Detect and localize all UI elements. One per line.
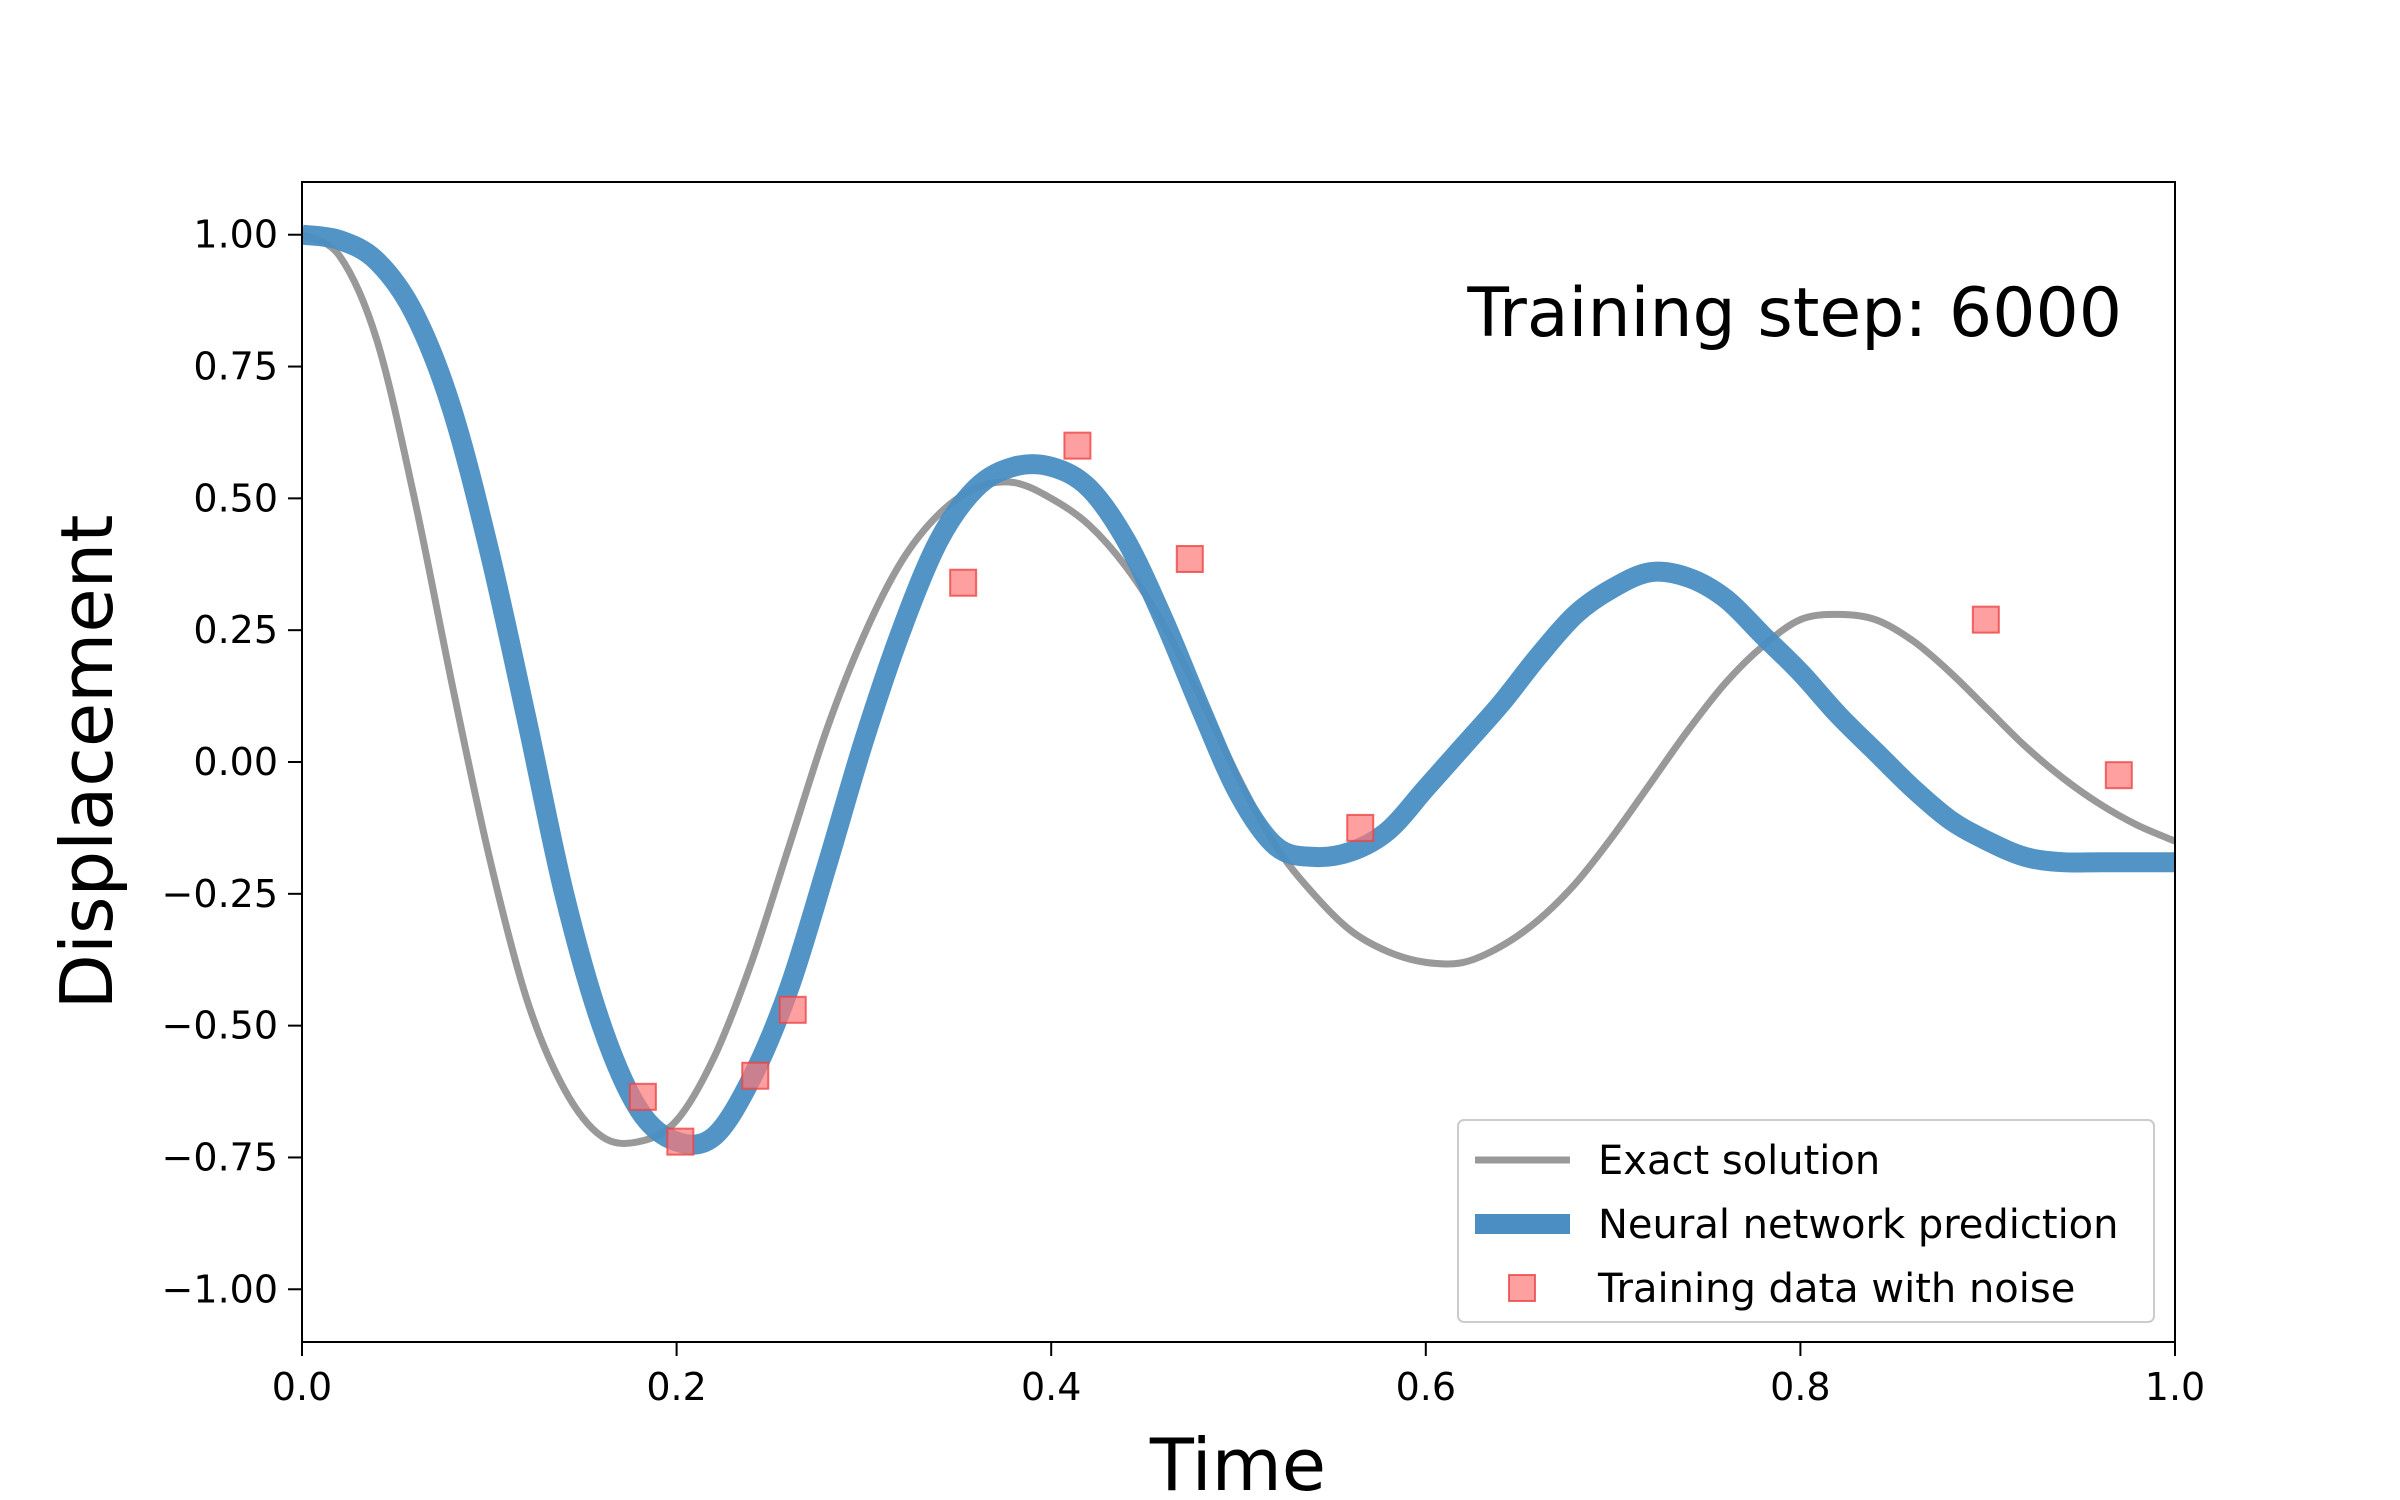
- x-axis: 0.0 0.2 0.4 0.6 0.8 1.0: [272, 1342, 2205, 1409]
- y-tick-label: 0.00: [193, 740, 278, 784]
- legend: Exact solution Neural network prediction T…: [1457, 1119, 2155, 1323]
- training-data-point: [1346, 813, 1375, 842]
- training-data-point: [1175, 545, 1204, 573]
- training-data-point: [1063, 431, 1092, 460]
- legend-label: Training data with noise: [1597, 1266, 2075, 1312]
- training-data-point: [1971, 605, 2000, 634]
- training-data-point: [2104, 761, 2133, 790]
- x-tick-label: 0.4: [1021, 1365, 1081, 1409]
- y-axis-label: Displacement: [45, 515, 129, 1010]
- x-tick-label: 1.0: [2145, 1365, 2205, 1409]
- x-tick-label: 0.0: [272, 1365, 332, 1409]
- training-data-point: [778, 995, 807, 1024]
- training-data-point: [741, 1061, 770, 1090]
- series-line-neural-network-prediction: [302, 224, 2175, 1155]
- x-tick-label: 0.8: [1770, 1365, 1830, 1409]
- legend-label: Neural network prediction: [1598, 1202, 2119, 1248]
- legend-swatch: [1508, 1274, 1536, 1302]
- training-data-point: [628, 1082, 657, 1111]
- y-tick-label: 0.50: [193, 476, 278, 520]
- x-tick-label: 0.6: [1396, 1365, 1456, 1409]
- x-axis-label: Time: [1149, 1423, 1326, 1500]
- training-data-point: [666, 1127, 695, 1156]
- x-tick-label: 0.2: [646, 1365, 706, 1409]
- series-layer: [302, 224, 2175, 1156]
- y-tick-label: 1.00: [193, 213, 278, 257]
- legend-box: [1457, 1119, 2155, 1323]
- y-axis: 1.00 0.75 0.50 0.25 0.00 −0.25 −0.50 −0.75 −1.00: [162, 213, 302, 1311]
- y-tick-label: −0.25: [162, 872, 278, 916]
- y-tick-label: −0.75: [162, 1135, 278, 1179]
- y-tick-label: −1.00: [162, 1267, 278, 1311]
- training-data-point: [949, 568, 978, 597]
- y-tick-label: 0.75: [193, 345, 278, 389]
- y-tick-label: −0.50: [162, 1004, 278, 1048]
- training-step-annotation: Training step: 6000: [1466, 274, 2122, 353]
- y-tick-label: 0.25: [193, 608, 278, 652]
- legend-label: Exact solution: [1598, 1138, 1880, 1184]
